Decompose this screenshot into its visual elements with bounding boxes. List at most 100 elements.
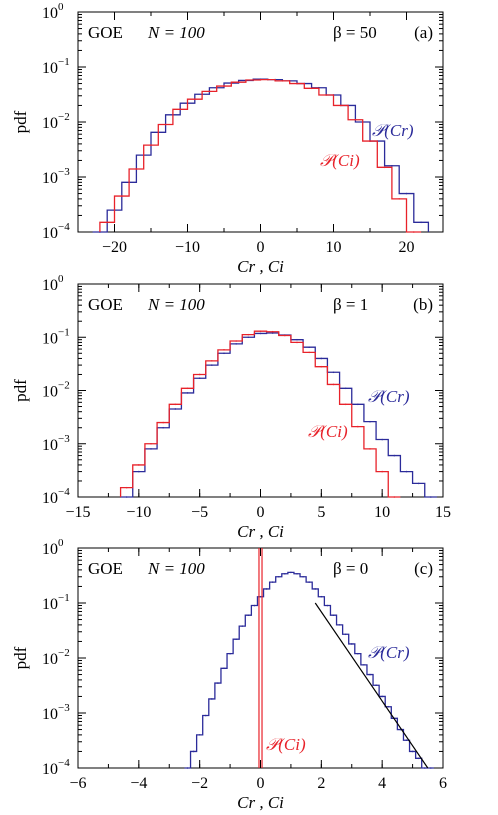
data-point <box>229 652 231 655</box>
data-point <box>302 575 304 578</box>
y-tick-label: 10−3 <box>42 166 70 187</box>
y-tick-exponent: −2 <box>58 111 70 123</box>
data-point <box>344 403 347 406</box>
data-point <box>393 496 396 498</box>
x-axis-label: Cr , Ci <box>237 257 284 276</box>
y-tick-label: 10−2 <box>42 380 70 401</box>
data-point <box>211 364 213 366</box>
data-point <box>381 470 383 473</box>
series-histogram <box>92 78 430 233</box>
x-tick-label: 20 <box>399 239 415 256</box>
data-point <box>314 588 317 590</box>
x-tick-label: −2 <box>191 775 208 792</box>
data-point <box>308 581 310 583</box>
y-tick-exponent: −4 <box>58 221 70 233</box>
data-point <box>211 698 213 700</box>
data-point <box>267 78 269 81</box>
data-point <box>332 371 335 374</box>
data-point <box>235 638 237 640</box>
data-point <box>308 346 310 349</box>
data-point <box>296 338 298 341</box>
data-point <box>405 192 408 195</box>
data-point <box>259 332 262 335</box>
y-tick-label: 10−4 <box>42 221 70 242</box>
series-label: 𝒫(Cr) <box>372 121 414 140</box>
y-tick-exponent: −1 <box>58 592 70 604</box>
data-point <box>381 438 383 441</box>
data-point <box>326 604 329 607</box>
data-point <box>325 94 328 96</box>
data-point <box>413 231 415 233</box>
data-point <box>192 750 195 753</box>
y-tick-label: 10−2 <box>42 111 70 132</box>
x-tick-label: 4 <box>378 775 386 792</box>
y-tick-exponent: 0 <box>58 1 64 13</box>
data-point <box>277 575 280 578</box>
series-label: 𝒫(Cr) <box>368 643 410 662</box>
data-point <box>247 333 250 336</box>
data-point <box>265 588 268 590</box>
n-label: N = 100 <box>147 559 205 578</box>
data-point <box>320 595 323 598</box>
x-tick-label: 2 <box>317 775 325 792</box>
data-point <box>357 425 359 428</box>
data-point <box>290 571 292 574</box>
y-tick-label: 10−3 <box>42 433 70 454</box>
series-histogram <box>184 571 434 769</box>
data-point <box>369 420 371 423</box>
y-tick-label: 100 <box>42 273 64 294</box>
data-point <box>381 695 383 698</box>
data-point <box>247 336 250 339</box>
data-point <box>125 496 128 498</box>
x-tick-label: 15 <box>435 504 451 521</box>
y-tick-exponent: −3 <box>58 166 70 178</box>
x-tick-label: −10 <box>126 504 151 521</box>
data-point <box>186 767 189 769</box>
data-point <box>162 421 164 424</box>
data-point <box>135 168 138 170</box>
x-tick-label: −5 <box>191 504 208 521</box>
ensemble-label: GOE <box>88 559 123 578</box>
data-point <box>271 330 274 333</box>
data-point <box>430 767 432 769</box>
beta-label: β = 0 <box>333 559 368 578</box>
y-axis-label: pdf <box>11 379 30 402</box>
x-tick-label: −10 <box>175 239 200 256</box>
data-point <box>284 572 286 575</box>
data-point <box>223 667 225 670</box>
data-point <box>387 705 390 708</box>
data-point <box>420 221 422 224</box>
y-tick-exponent: −3 <box>58 702 70 714</box>
data-point <box>350 643 353 645</box>
data-point <box>281 80 284 82</box>
data-point <box>405 470 408 473</box>
data-point <box>271 332 274 334</box>
data-point <box>198 377 201 380</box>
y-tick-label: 100 <box>42 1 64 22</box>
data-point <box>296 341 298 344</box>
panel-3: 100 10−1 10−2 10−3 10−4−6 −4 −2 0 2 4 6 Cr , Ci pdf G… <box>11 537 447 812</box>
y-tick-label: 10−1 <box>42 56 70 77</box>
y-axis-label: pdf <box>11 110 30 133</box>
data-point <box>308 351 310 354</box>
data-point <box>344 633 347 636</box>
data-point <box>211 360 213 362</box>
data-point <box>204 714 207 717</box>
data-point <box>369 140 371 142</box>
data-point <box>253 604 256 607</box>
data-point <box>150 442 152 445</box>
x-tick-label: 10 <box>374 504 390 521</box>
data-point <box>106 221 108 224</box>
data-point <box>121 195 123 197</box>
data-point <box>357 403 359 406</box>
x-axis-label: Cr , Ci <box>237 522 284 541</box>
data-point <box>174 403 177 406</box>
data-point <box>194 98 196 100</box>
data-point <box>320 357 323 360</box>
data-point <box>198 734 201 736</box>
data-point <box>162 426 164 429</box>
data-point <box>320 365 323 368</box>
